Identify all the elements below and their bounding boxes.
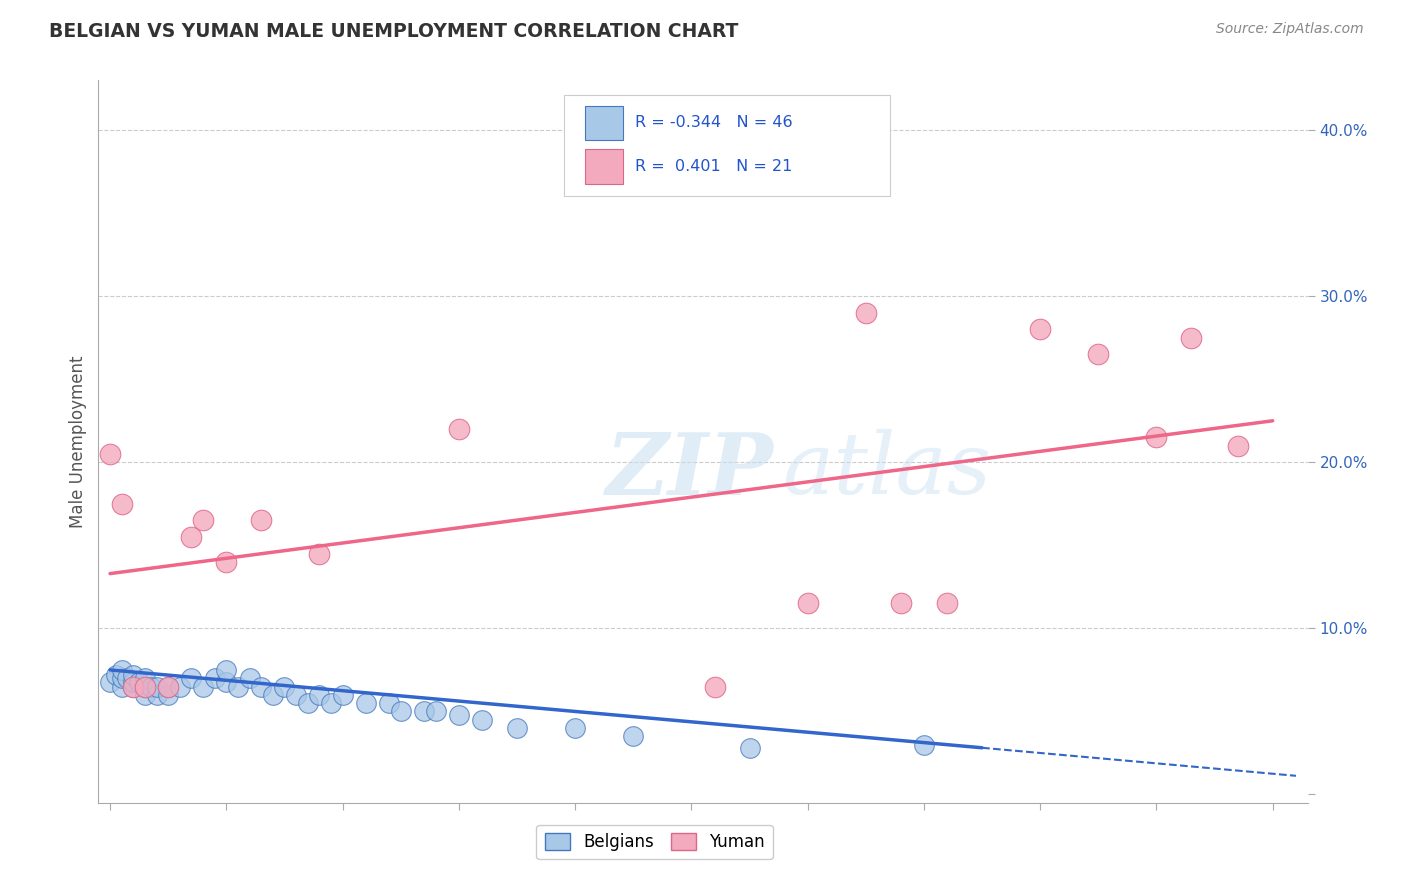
Text: Source: ZipAtlas.com: Source: ZipAtlas.com bbox=[1216, 22, 1364, 37]
Point bbox=[471, 713, 494, 727]
Point bbox=[413, 705, 436, 719]
Point bbox=[134, 671, 156, 685]
Point bbox=[621, 730, 644, 744]
FancyBboxPatch shape bbox=[585, 149, 623, 184]
Point bbox=[157, 688, 180, 702]
Point bbox=[1087, 347, 1109, 361]
Point bbox=[308, 547, 330, 561]
Point bbox=[191, 680, 214, 694]
Point bbox=[122, 668, 145, 682]
Point bbox=[111, 497, 134, 511]
Point bbox=[111, 663, 134, 677]
Point bbox=[703, 680, 725, 694]
Point bbox=[98, 447, 121, 461]
Point bbox=[738, 741, 761, 756]
Point bbox=[157, 680, 180, 694]
Point bbox=[145, 688, 167, 702]
Text: R = -0.344   N = 46: R = -0.344 N = 46 bbox=[636, 115, 793, 130]
Point bbox=[447, 422, 470, 436]
Point bbox=[104, 668, 127, 682]
Point bbox=[796, 597, 818, 611]
Point bbox=[180, 671, 202, 685]
FancyBboxPatch shape bbox=[585, 105, 623, 140]
Point bbox=[204, 671, 226, 685]
Point bbox=[273, 680, 295, 694]
Point bbox=[250, 513, 273, 527]
Point bbox=[122, 680, 145, 694]
Point bbox=[890, 597, 912, 611]
Point bbox=[1144, 430, 1167, 444]
Point bbox=[157, 680, 180, 694]
Point bbox=[1029, 322, 1052, 336]
Point bbox=[319, 696, 342, 710]
Point bbox=[134, 688, 156, 702]
Point bbox=[169, 680, 191, 694]
Point bbox=[145, 680, 167, 694]
Point bbox=[936, 597, 959, 611]
Point bbox=[134, 680, 156, 694]
Point bbox=[111, 671, 134, 685]
Point bbox=[1226, 439, 1249, 453]
Legend: Belgians, Yuman: Belgians, Yuman bbox=[537, 825, 773, 860]
Point bbox=[447, 707, 470, 722]
Text: atlas: atlas bbox=[782, 429, 991, 512]
Point bbox=[506, 721, 529, 735]
Point bbox=[215, 555, 238, 569]
Point bbox=[239, 671, 262, 685]
Point bbox=[180, 530, 202, 544]
Point bbox=[332, 688, 354, 702]
Text: ZIP: ZIP bbox=[606, 429, 775, 512]
Point bbox=[117, 671, 139, 685]
Point bbox=[215, 663, 238, 677]
Point bbox=[425, 705, 447, 719]
Point bbox=[191, 513, 214, 527]
Point bbox=[912, 738, 935, 752]
Point bbox=[226, 680, 249, 694]
Point bbox=[262, 688, 284, 702]
Point bbox=[122, 680, 145, 694]
Point bbox=[134, 680, 156, 694]
Point bbox=[855, 306, 877, 320]
FancyBboxPatch shape bbox=[564, 95, 890, 196]
Point bbox=[1180, 331, 1202, 345]
Point bbox=[354, 696, 377, 710]
Point bbox=[285, 688, 308, 702]
Point bbox=[98, 674, 121, 689]
Y-axis label: Male Unemployment: Male Unemployment bbox=[69, 355, 87, 528]
Point bbox=[122, 674, 145, 689]
Point bbox=[215, 674, 238, 689]
Point bbox=[139, 680, 162, 694]
Point bbox=[111, 680, 134, 694]
Point bbox=[250, 680, 273, 694]
Point bbox=[128, 674, 150, 689]
Point bbox=[564, 721, 586, 735]
Point bbox=[378, 696, 401, 710]
Text: R =  0.401   N = 21: R = 0.401 N = 21 bbox=[636, 159, 793, 174]
Point bbox=[389, 705, 412, 719]
Text: BELGIAN VS YUMAN MALE UNEMPLOYMENT CORRELATION CHART: BELGIAN VS YUMAN MALE UNEMPLOYMENT CORRE… bbox=[49, 22, 738, 41]
Point bbox=[297, 696, 319, 710]
Point bbox=[308, 688, 330, 702]
